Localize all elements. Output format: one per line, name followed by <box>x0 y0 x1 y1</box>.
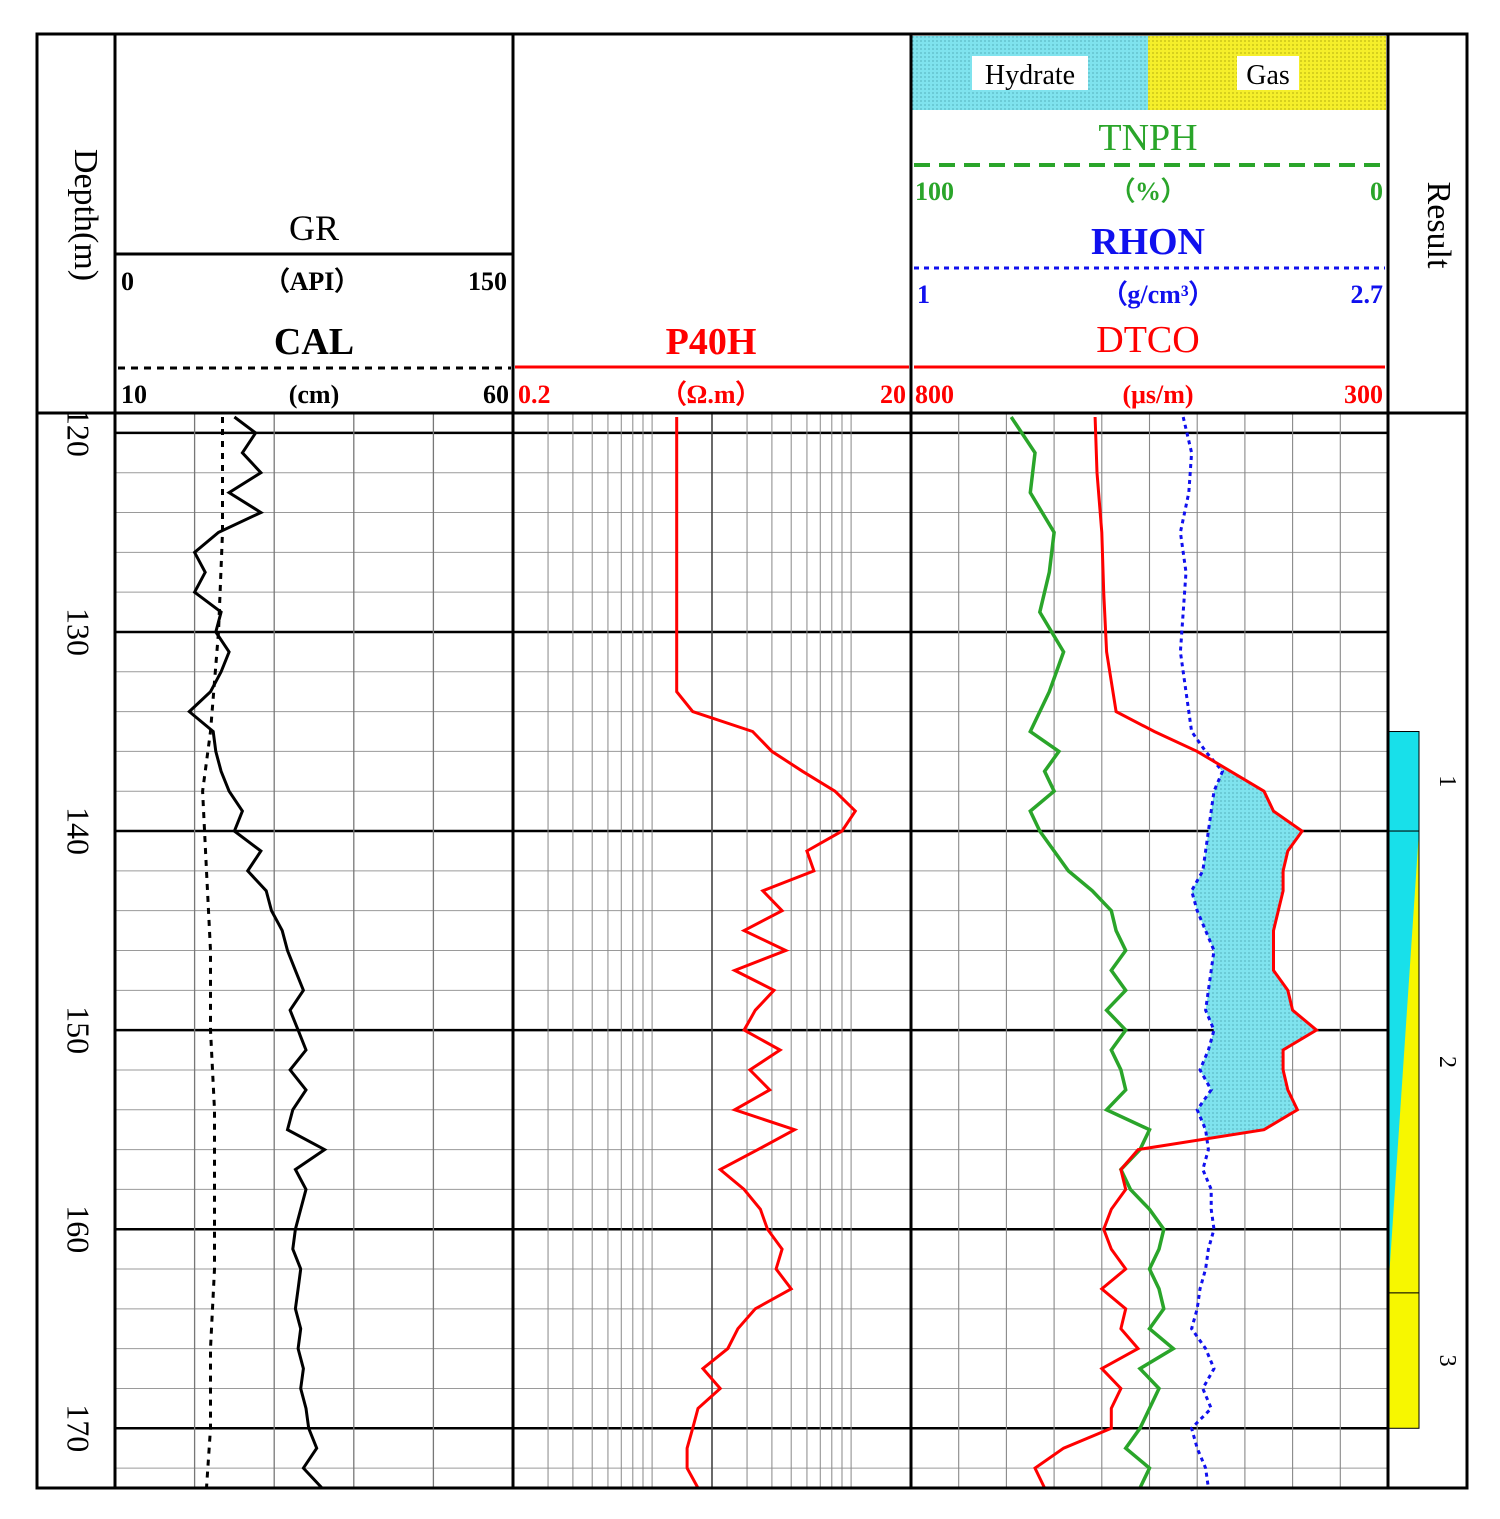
grid-lines <box>115 413 1388 1488</box>
depth-axis-label: Depth(m) <box>67 149 104 281</box>
result-zone-label: 2 <box>1434 1056 1460 1068</box>
result-zone-2-hydrate-part <box>1388 831 1419 1293</box>
result-column: 1 2 3 <box>1387 731 1460 1429</box>
tnph-scale-right: 0 <box>1370 177 1383 206</box>
frame <box>35 32 1469 1490</box>
cal-unit: (cm) <box>289 380 340 409</box>
tnph-unit: （%） <box>1109 177 1187 206</box>
depth-ticks: 120 130 140 150 160 170 <box>61 409 97 1452</box>
rhon-curve-name: RHON <box>1091 221 1205 263</box>
depth-tick-label: 150 <box>61 1006 97 1054</box>
cal-scale-max: 60 <box>483 380 509 409</box>
result-zone-3 <box>1387 1292 1420 1429</box>
hydrate-fill <box>1191 763 1316 1137</box>
dtco-scale-left: 800 <box>915 380 954 409</box>
cal-scale-min: 10 <box>121 380 147 409</box>
hydrate-gas-fills <box>1191 763 1316 1137</box>
gr-curve <box>187 415 328 1490</box>
p40h-scale-max: 20 <box>880 380 906 409</box>
dtco-unit: (μs/m) <box>1122 380 1193 409</box>
dtco-curve-name: DTCO <box>1096 319 1199 361</box>
depth-tick-label: 130 <box>61 608 97 656</box>
result-zone-label: 1 <box>1434 775 1460 787</box>
p40h-curve <box>675 417 858 1489</box>
header-scale-lines <box>115 163 1385 370</box>
result-column-label: Result <box>1420 182 1457 269</box>
p40h-unit: （Ω.m） <box>661 380 762 409</box>
gr-unit: （API） <box>264 267 361 296</box>
rhon-unit: （g/cm³） <box>1101 280 1214 309</box>
legend-hydrate-label: Hydrate <box>985 60 1075 91</box>
cal-curve-name: CAL <box>274 321 354 363</box>
gr-curve-name: GR <box>289 208 339 248</box>
legend-gas-label: Gas <box>1246 60 1290 91</box>
dtco-scale-right: 300 <box>1344 380 1383 409</box>
tnph-curve-name: TNPH <box>1098 117 1197 159</box>
rhon-curve <box>1178 416 1225 1489</box>
depth-tick-label: 120 <box>61 409 97 457</box>
dtco-curve <box>1033 416 1320 1489</box>
result-zone-label: 3 <box>1434 1355 1460 1367</box>
result-zone-1 <box>1387 731 1420 832</box>
depth-tick-label: 170 <box>61 1404 97 1452</box>
gr-scale-max: 150 <box>468 267 507 296</box>
rhon-scale-left: 1 <box>917 280 930 309</box>
header: Depth(m) Result GR 0 （API） 150 CAL 10 (c… <box>67 36 1457 409</box>
log-curves <box>187 415 1320 1490</box>
tnph-scale-left: 100 <box>915 177 954 206</box>
p40h-curve-name: P40H <box>666 321 757 363</box>
depth-tick-label: 160 <box>61 1205 97 1253</box>
gr-scale-min: 0 <box>121 267 134 296</box>
cal-curve <box>201 417 224 1489</box>
p40h-scale-min: 0.2 <box>518 380 551 409</box>
tnph-curve <box>1009 416 1177 1489</box>
depth-tick-label: 140 <box>61 807 97 855</box>
rhon-scale-right: 2.7 <box>1351 280 1384 309</box>
